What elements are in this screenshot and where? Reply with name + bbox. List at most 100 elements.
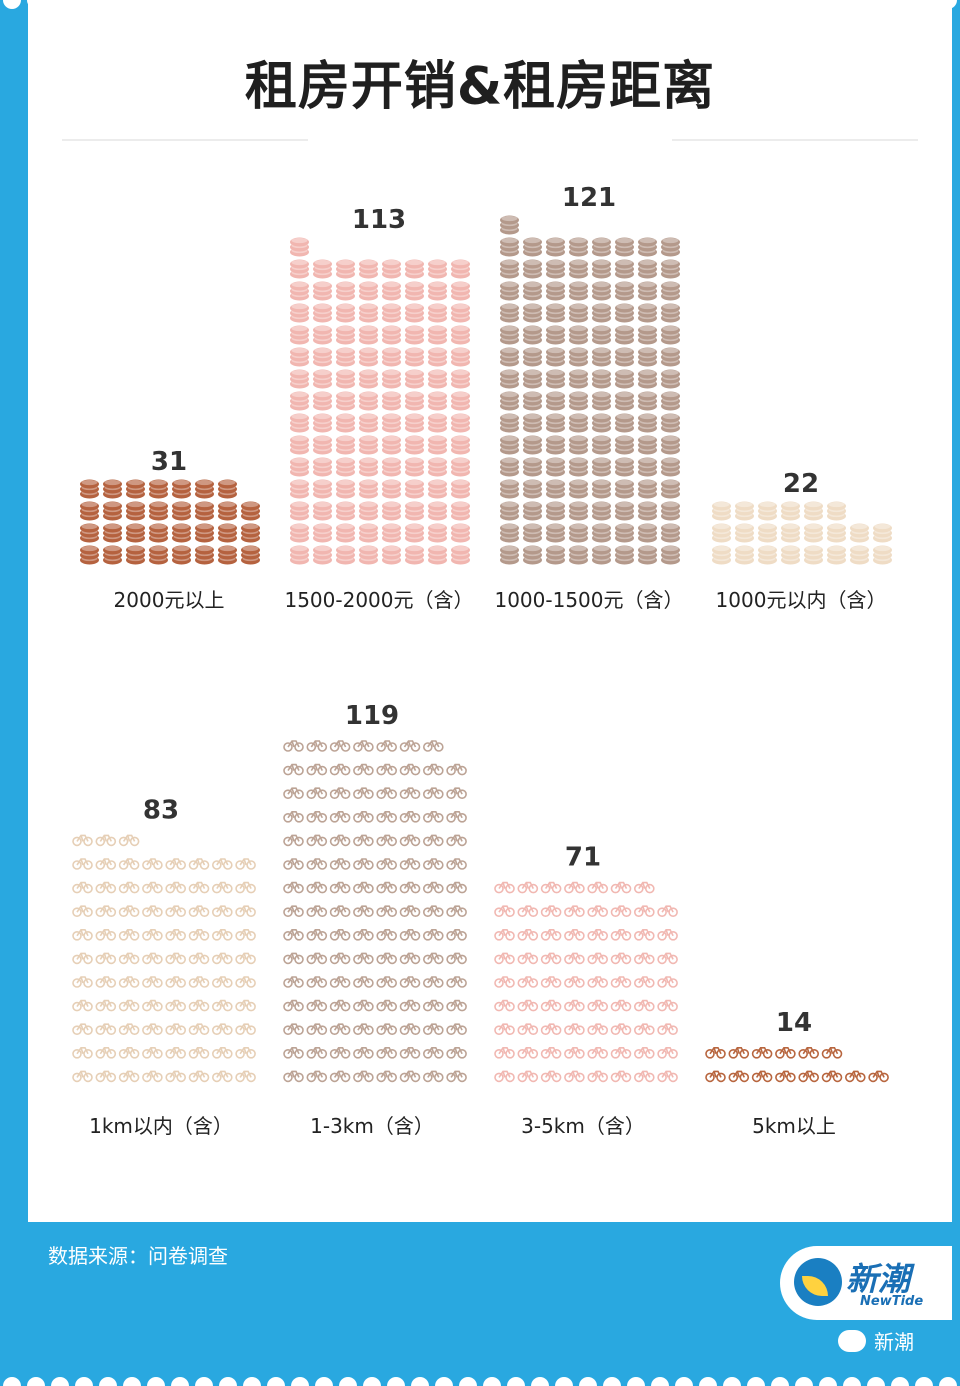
coin-stack-icon <box>313 413 332 433</box>
bicycle-icon <box>329 952 351 965</box>
bicycle-icon <box>422 1047 444 1059</box>
bicycle-icon <box>306 858 328 870</box>
bicycle-icon <box>564 1023 585 1035</box>
coin-stack-icon <box>313 303 332 323</box>
bicycle-icon <box>564 1070 585 1083</box>
coin-stack-icon <box>428 303 447 323</box>
coin-stack-icon <box>428 523 447 543</box>
coin-stack-icon <box>523 303 542 323</box>
coin-stack-icon <box>336 325 355 345</box>
data-label: 83 <box>143 795 179 825</box>
bicycle-icon <box>142 905 163 918</box>
bicycle-icon <box>633 1023 655 1035</box>
coin-stack-icon <box>712 523 731 543</box>
bicycle-icon <box>329 1023 351 1035</box>
coin-stack-icon <box>359 457 378 477</box>
coin-stack-icon <box>661 501 680 521</box>
coin-stack-icon <box>195 479 214 499</box>
bicycle-icon <box>118 881 140 894</box>
coin-stack-icon <box>827 501 846 521</box>
coin-stack-icon <box>195 523 214 543</box>
bicycle-icon <box>751 1070 773 1083</box>
coin-stack-icon <box>451 479 470 499</box>
bar-3: 121 1000-1500元（含） <box>494 183 683 612</box>
bicycle-icon <box>540 976 562 988</box>
bicycle-icon <box>95 1070 117 1083</box>
coin-stack-icon <box>172 523 191 543</box>
coin-stack-icon <box>592 259 611 279</box>
bicycle-icon <box>235 1023 256 1035</box>
bicycle-icon <box>705 1047 726 1059</box>
bicycle-icon <box>306 1023 328 1035</box>
bicycle-icon <box>142 1070 163 1083</box>
coin-stack-icon <box>359 325 378 345</box>
coin-stack-icon <box>615 435 634 455</box>
bicycle-icon <box>353 740 374 752</box>
bicycle-icon <box>306 881 328 894</box>
bicycle-icon <box>657 999 678 1012</box>
coin-stack-icon <box>592 523 611 543</box>
coin-stack-icon <box>523 369 542 389</box>
bicycle-icon <box>587 905 609 918</box>
coin-stack-icon <box>523 391 542 411</box>
coin-stack-icon <box>638 281 657 301</box>
coin-stack-icon <box>500 303 519 323</box>
coin-stack-icon <box>615 325 634 345</box>
coin-stack-icon <box>850 523 869 543</box>
bicycle-icon <box>165 976 186 988</box>
bicycle-icon <box>446 999 467 1012</box>
bicycle-icon <box>494 881 515 894</box>
bicycle-icon <box>142 881 163 894</box>
coin-stack-icon <box>126 523 145 543</box>
coin-stack-icon <box>638 303 657 323</box>
category-label: 1000-1500元（含） <box>494 588 683 612</box>
category-label: 3-5km（含） <box>521 1114 645 1138</box>
bicycle-icon <box>376 905 398 918</box>
coin-stack-icon <box>290 479 309 499</box>
bicycle-icon <box>283 763 304 776</box>
coin-stack-icon <box>523 457 542 477</box>
coin-stack-icon <box>615 457 634 477</box>
coin-stack-icon <box>546 413 565 433</box>
coin-stack-icon <box>103 501 122 521</box>
bicycle-icon <box>95 905 117 918</box>
coin-stack-icon <box>638 545 657 565</box>
coin-stack-icon <box>336 523 355 543</box>
bar-4: 14 5km以上 <box>705 1008 889 1138</box>
coin-stack-icon <box>615 347 634 367</box>
coin-stack-icon <box>546 237 565 257</box>
bicycle-icon <box>399 811 421 823</box>
bicycle-icon <box>165 1047 186 1059</box>
coin-stack-icon <box>290 457 309 477</box>
bicycle-icon <box>283 905 304 918</box>
bicycle-icon <box>165 952 186 965</box>
bicycle-icon <box>399 905 421 918</box>
bicycle-icon <box>165 905 186 918</box>
bicycle-icon <box>517 952 539 965</box>
coin-stack-icon <box>149 479 168 499</box>
coin-stack-icon <box>615 303 634 323</box>
bicycle-icon <box>188 881 210 894</box>
coin-stack-icon <box>569 435 588 455</box>
bicycle-icon <box>142 976 163 988</box>
coin-stack-icon <box>500 237 519 257</box>
coin-stack-icon <box>149 501 168 521</box>
coin-stack-icon <box>359 501 378 521</box>
bicycle-icon <box>235 858 256 870</box>
bicycle-icon <box>212 858 233 870</box>
coin-stack-icon <box>172 501 191 521</box>
bicycle-icon <box>587 1023 609 1035</box>
bicycle-icon <box>422 952 444 965</box>
coin-stack-icon <box>569 457 588 477</box>
wechat-account-name: 新潮 <box>874 1330 914 1354</box>
coin-stack-icon <box>336 545 355 565</box>
coin-stack-icon <box>103 479 122 499</box>
coin-stack-icon <box>218 523 237 543</box>
bicycle-icon <box>283 952 304 965</box>
bicycle-icon <box>306 905 328 918</box>
bicycle-icon <box>306 1070 328 1083</box>
coin-stack-icon <box>712 501 731 521</box>
bicycle-icon <box>494 1070 515 1083</box>
coin-stack-icon <box>241 545 260 565</box>
coin-stack-icon <box>523 435 542 455</box>
